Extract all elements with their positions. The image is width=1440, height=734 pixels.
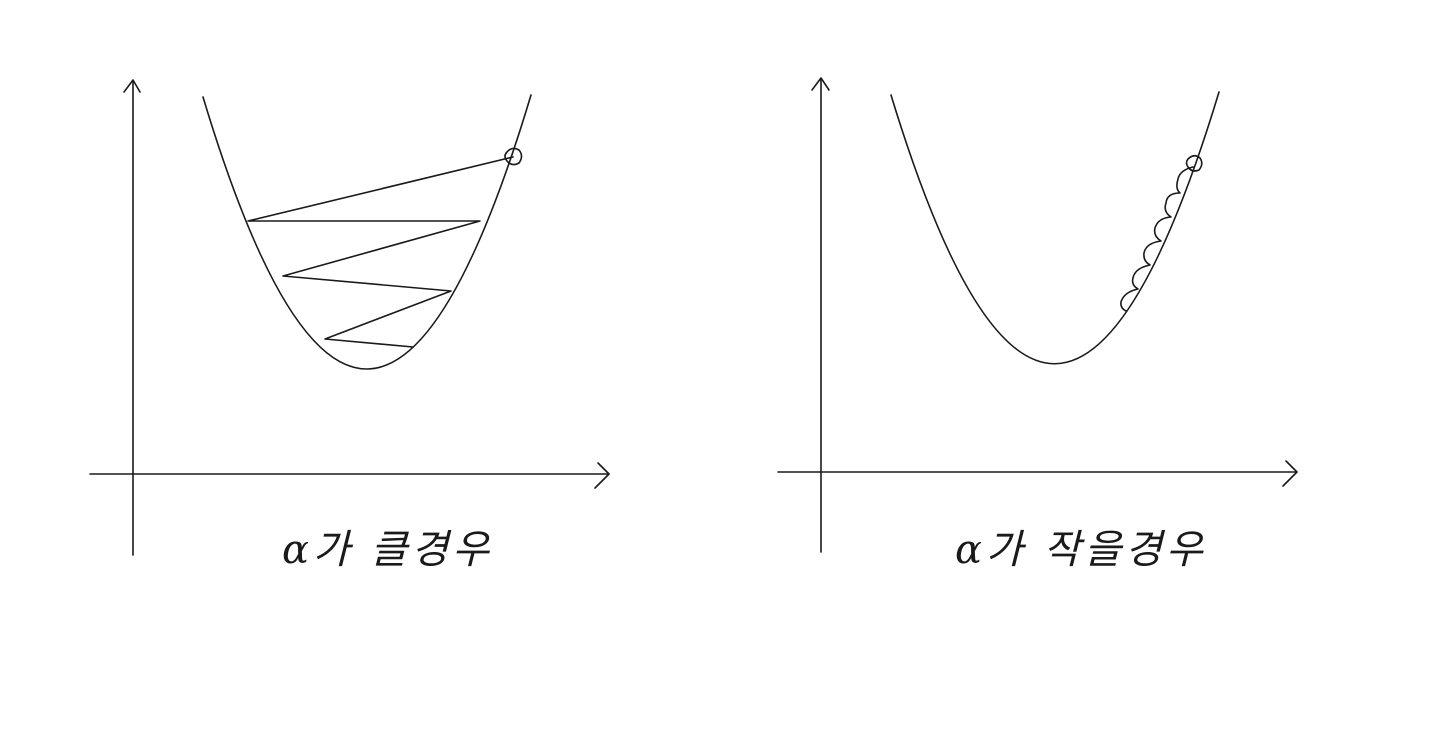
starting-point-marker xyxy=(504,147,523,166)
x-axis-arrowhead xyxy=(1282,460,1298,487)
gradient-step-zigzag xyxy=(247,156,514,348)
panel-large-alpha xyxy=(89,79,610,556)
starting-point-marker xyxy=(1185,154,1203,172)
cost-curve xyxy=(890,91,1220,365)
x-axis-arrowhead xyxy=(594,462,610,489)
panel-small-alpha xyxy=(777,77,1298,553)
y-axis-arrowhead xyxy=(123,79,141,93)
caption-small-alpha: α가 작을경우 xyxy=(955,527,1207,573)
y-axis-arrowhead xyxy=(811,77,830,91)
caption-large-alpha: α가 클경우 xyxy=(282,527,493,573)
gradient-step-loops xyxy=(1120,166,1194,312)
cost-curve xyxy=(202,94,532,370)
